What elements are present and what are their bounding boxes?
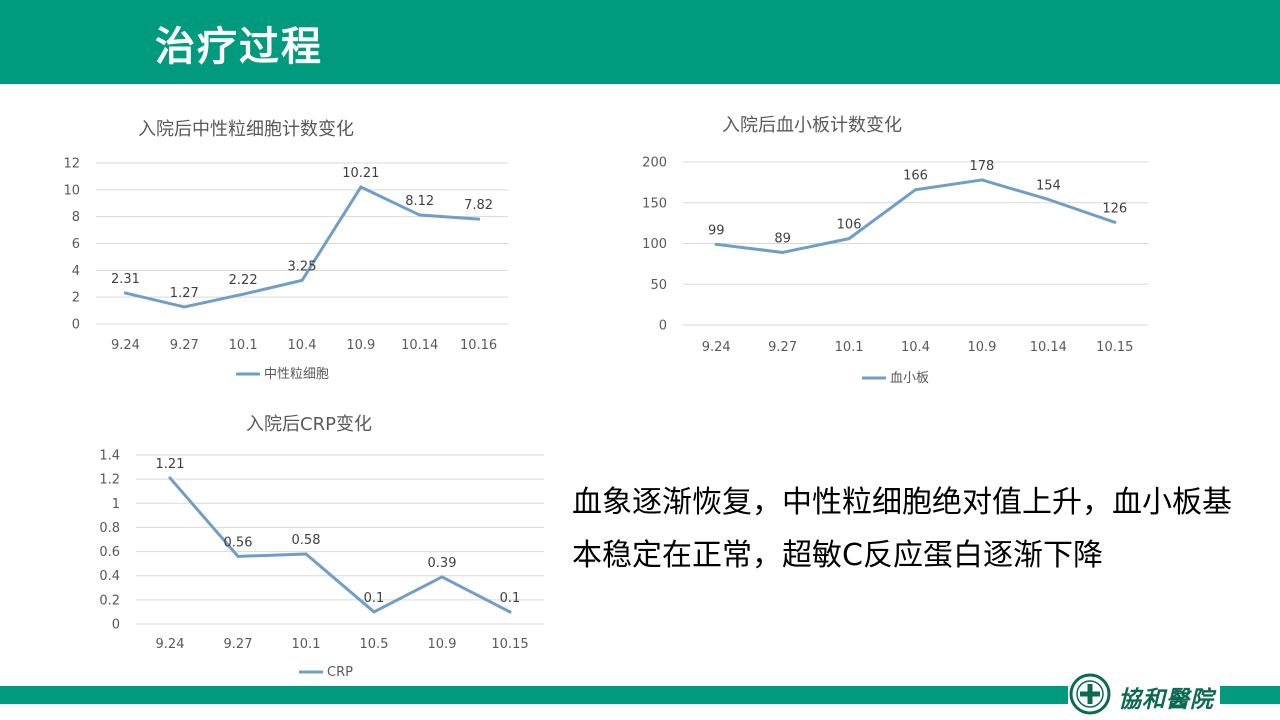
chart-title: 入院后血小板计数变化 [722, 115, 902, 136]
data-label: 3.25 [288, 259, 317, 274]
data-label: 89 [774, 231, 791, 246]
x-tick-label: 10.9 [967, 340, 996, 355]
data-point [714, 242, 718, 246]
data-label: 106 [837, 218, 862, 233]
y-tick-label: 0 [112, 618, 120, 633]
y-tick-label: 200 [642, 156, 667, 171]
data-label: 126 [1102, 201, 1127, 216]
y-tick-label: 2 [72, 291, 80, 306]
data-label: 2.22 [229, 273, 258, 288]
legend-label: 血小板 [890, 371, 929, 386]
data-label: 8.12 [405, 194, 434, 209]
y-tick-label: 0 [72, 318, 80, 333]
x-tick-label: 9.27 [224, 637, 253, 652]
data-point [1113, 220, 1117, 224]
data-label: 0.39 [428, 556, 457, 571]
x-tick-label: 9.24 [156, 637, 185, 652]
x-tick-label: 10.9 [346, 338, 375, 353]
y-tick-label: 8 [72, 210, 80, 225]
y-tick-label: 50 [650, 278, 667, 293]
data-label: 2.31 [111, 272, 140, 287]
data-point [168, 476, 172, 480]
data-point [418, 213, 422, 217]
data-point [1046, 197, 1050, 201]
data-point [304, 552, 308, 556]
data-point [123, 291, 127, 295]
data-label: 1.27 [170, 286, 199, 301]
data-label: 0.58 [292, 533, 321, 548]
header-bar [0, 0, 1280, 84]
y-tick-label: 4 [72, 264, 80, 279]
y-tick-label: 0.4 [99, 569, 120, 584]
y-tick-label: 0 [659, 319, 667, 334]
x-tick-label: 10.1 [835, 340, 864, 355]
footer-bar [0, 686, 1280, 704]
x-tick-label: 10.9 [428, 637, 457, 652]
data-point [440, 575, 444, 579]
summary-text: 血象逐渐恢复，中性粒细胞绝对值上升，血小板基本稳定在正常，超敏C反应蛋白逐渐下降 [572, 485, 1232, 573]
data-label: 7.82 [464, 198, 493, 213]
data-point [236, 554, 240, 558]
page-title: 治疗过程 [155, 24, 323, 70]
x-tick-label: 10.4 [901, 340, 930, 355]
data-point [914, 188, 917, 192]
x-tick-label: 10.14 [401, 338, 438, 353]
hospital-emblem-icon [1069, 673, 1111, 715]
x-tick-label: 10.5 [360, 637, 389, 652]
data-point [241, 292, 245, 296]
x-tick-label: 10.15 [491, 637, 528, 652]
data-label: 178 [970, 159, 995, 174]
chart-title: 入院后中性粒细胞计数变化 [138, 119, 354, 140]
series-line [168, 476, 512, 614]
y-tick-label: 1 [112, 497, 120, 512]
hospital-logo [1068, 672, 1220, 716]
data-label: 10.21 [342, 166, 379, 181]
data-point [781, 250, 785, 254]
y-tick-label: 0.8 [99, 521, 120, 536]
data-label: 1.21 [156, 457, 185, 472]
data-point [508, 610, 512, 614]
x-tick-label: 10.16 [460, 338, 497, 353]
x-tick-label: 10.1 [292, 637, 321, 652]
data-label: 99 [708, 223, 725, 238]
data-point [182, 305, 186, 309]
data-point [372, 610, 376, 614]
data-point [847, 237, 851, 241]
y-tick-label: 150 [642, 196, 667, 211]
y-tick-label: 1.4 [99, 449, 120, 464]
data-label: 0.56 [224, 535, 253, 550]
chart-title: 入院后CRP变化 [246, 414, 372, 435]
x-tick-label: 9.24 [111, 338, 140, 353]
data-label: 0.1 [364, 591, 385, 606]
y-tick-label: 12 [63, 157, 80, 172]
y-tick-label: 6 [72, 237, 80, 252]
x-tick-label: 9.27 [170, 338, 199, 353]
hospital-logo-text: 協和醫院 [1118, 686, 1214, 713]
y-tick-label: 1.2 [99, 473, 120, 488]
data-point [980, 178, 984, 182]
x-tick-label: 10.14 [1030, 340, 1067, 355]
y-tick-label: 10 [63, 183, 80, 198]
x-tick-label: 10.1 [229, 338, 258, 353]
data-label: 154 [1036, 178, 1061, 193]
data-point [300, 278, 304, 282]
legend-label: 中性粒细胞 [264, 367, 329, 382]
legend-label: CRP [327, 665, 353, 680]
y-tick-label: 100 [642, 237, 667, 252]
y-tick-label: 0.6 [99, 545, 120, 560]
y-tick-label: 0.2 [99, 593, 120, 608]
x-tick-label: 10.15 [1096, 340, 1133, 355]
data-label: 0.1 [500, 591, 521, 606]
data-point [359, 185, 363, 189]
x-tick-label: 10.4 [288, 338, 317, 353]
data-label: 166 [903, 169, 928, 184]
x-tick-label: 9.27 [768, 340, 797, 355]
data-point [477, 217, 481, 221]
x-tick-label: 9.24 [702, 340, 731, 355]
